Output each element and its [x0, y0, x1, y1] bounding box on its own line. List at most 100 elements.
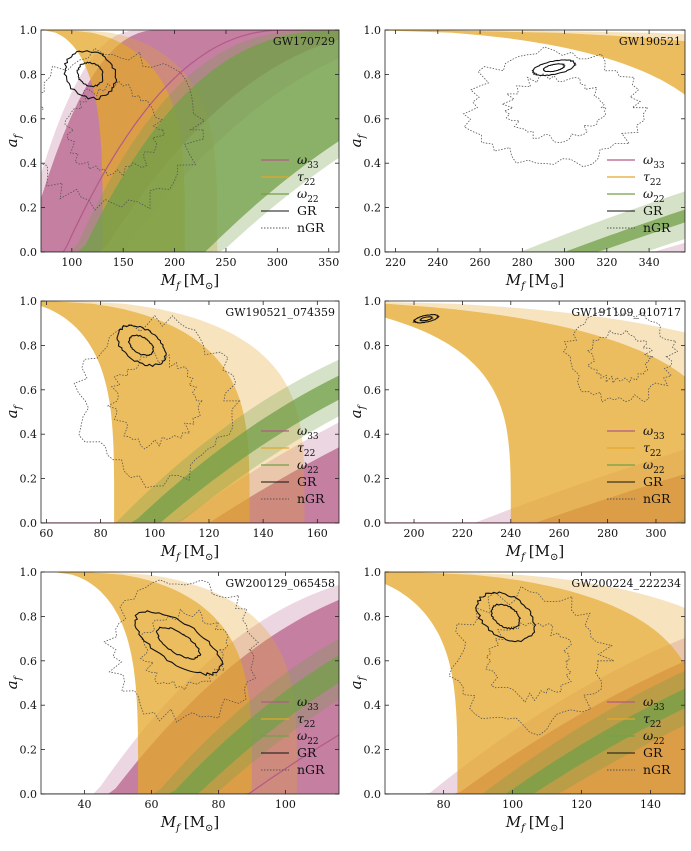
y-tick-label: 0.8 — [364, 68, 382, 81]
y-tick-label: 0.0 — [20, 517, 38, 530]
x-tick-label: 240 — [500, 527, 521, 540]
x-tick-label: 200 — [404, 527, 425, 540]
y-tick-label: 0.4 — [364, 428, 382, 441]
legend-label-tau22: τ22 — [297, 440, 315, 459]
y-tick-label: 1.0 — [364, 295, 382, 308]
legend-label-ngr: nGR — [297, 762, 325, 777]
ngr-contour-inner — [485, 621, 572, 703]
gr-contour-90 — [63, 50, 118, 101]
y-axis-label: af — [3, 674, 24, 689]
omega22-band — [41, 30, 339, 252]
gr-contour-90 — [134, 610, 224, 677]
x-tick-label: 80 — [211, 798, 225, 811]
legend-label-ngr: nGR — [643, 762, 671, 777]
ngr-contour-outer — [73, 314, 241, 489]
ngr-contour-outer — [41, 47, 206, 211]
panel-GW190521: 220 240 260 280 300 320 340 0.0 0.2 0.4 0.6 0.8 1.0 G… — [347, 24, 686, 292]
y-tick-label: 0.6 — [364, 384, 382, 397]
x-tick-label: 150 — [113, 256, 134, 269]
tau22-band — [385, 30, 685, 252]
y-tick-label: 0.4 — [364, 157, 382, 170]
gr-contour-90 — [412, 313, 440, 324]
legend-label-tau22: τ22 — [297, 169, 315, 188]
omega33-median-line — [41, 734, 339, 794]
gr-contour-50 — [155, 626, 202, 660]
omega22-band-outer — [41, 359, 339, 523]
panel-GW200224_222234: 80 100 120 140 0.0 0.2 0.4 0.6 0.8 1.0 GW200224_22… — [347, 566, 686, 834]
x-tick-label: 80 — [437, 798, 451, 811]
legend-label-omega33: ω33 — [297, 152, 319, 171]
legend-label-ngr: nGR — [297, 491, 325, 506]
y-tick-label: 0.0 — [364, 788, 382, 801]
x-tick-label: 100 — [144, 527, 165, 540]
legend-label-gr: GR — [297, 474, 317, 489]
legend-label-gr: GR — [297, 745, 317, 760]
gr-contour-50 — [490, 603, 522, 630]
legend-label-omega22: ω22 — [643, 728, 665, 747]
y-tick-label: 0.6 — [20, 384, 38, 397]
axes-frame — [40, 300, 340, 524]
omega22-band-outer — [41, 30, 339, 252]
x-tick-label: 250 — [215, 256, 236, 269]
legend-label-omega33: ω33 — [643, 152, 665, 171]
ngr-contour-inner — [139, 608, 229, 691]
y-tick-label: 0.6 — [364, 655, 382, 668]
y-axis-label: af — [347, 403, 368, 418]
x-tick-label: 260 — [470, 256, 491, 269]
omega33-band — [41, 447, 339, 523]
x-tick-label: 260 — [549, 527, 570, 540]
y-tick-label: 1.0 — [20, 295, 38, 308]
y-tick-label: 1.0 — [20, 566, 38, 579]
x-axis-label: Mf [M⊙] — [160, 813, 220, 834]
plot-area — [385, 572, 685, 794]
y-tick-label: 0.2 — [20, 473, 38, 486]
tau22-band-outer — [66, 30, 218, 252]
plot-area — [41, 301, 339, 523]
x-tick-label: 340 — [639, 256, 660, 269]
plot-area — [385, 30, 685, 252]
legend-label-tau22: τ22 — [643, 711, 661, 730]
x-tick-label: 280 — [597, 527, 618, 540]
legend-label-omega33: ω33 — [643, 694, 665, 713]
legend-label-ngr: nGR — [643, 220, 671, 235]
legend-label-omega22: ω22 — [297, 457, 319, 476]
x-tick-label: 300 — [554, 256, 575, 269]
legend-label-gr: GR — [643, 203, 663, 218]
ngr-contour-outer — [102, 579, 259, 723]
y-tick-label: 0.2 — [364, 473, 382, 486]
plot-area — [41, 572, 339, 794]
y-axis-label: af — [347, 132, 368, 147]
y-tick-label: 0.4 — [20, 428, 38, 441]
x-tick-label: 120 — [198, 527, 219, 540]
ngr-contour-inner — [64, 80, 165, 177]
panel-GW191109_010717: 200 220 240 260 280 300 0.0 0.2 0.4 0.6 0.8 1.0 GW19… — [347, 295, 686, 563]
gr-contour-90 — [475, 591, 537, 643]
gr-contour-50 — [419, 316, 434, 322]
event-label: GW200224_222234 — [571, 577, 681, 590]
legend-label-tau22: τ22 — [297, 711, 315, 730]
y-axis-label: af — [3, 403, 24, 418]
legend-label-tau22: τ22 — [643, 169, 661, 188]
legend-label-gr: GR — [297, 203, 317, 218]
axes-frame — [384, 300, 686, 524]
event-label: GW170729 — [273, 35, 335, 48]
y-tick-label: 0.6 — [20, 655, 38, 668]
tau22-band — [41, 572, 252, 794]
omega22-band — [41, 375, 339, 523]
x-tick-label: 40 — [78, 798, 92, 811]
legend-label-omega33: ω33 — [643, 423, 665, 442]
omega22-band-outer — [385, 191, 685, 252]
x-tick-label: 220 — [385, 256, 406, 269]
x-tick-label: 140 — [253, 527, 274, 540]
omega22-band-outer — [385, 670, 685, 794]
tau22-band-outer — [385, 302, 685, 377]
y-axis-label: af — [3, 132, 24, 147]
legend-label-omega22: ω22 — [297, 728, 319, 747]
omega33-median-line — [41, 30, 339, 252]
y-tick-label: 0.0 — [364, 246, 382, 259]
panel-GW190521_074359: 60 80 100 120 140 160 0.0 0.2 0.4 0.6 0.8 1.0 GW1905… — [3, 295, 340, 563]
